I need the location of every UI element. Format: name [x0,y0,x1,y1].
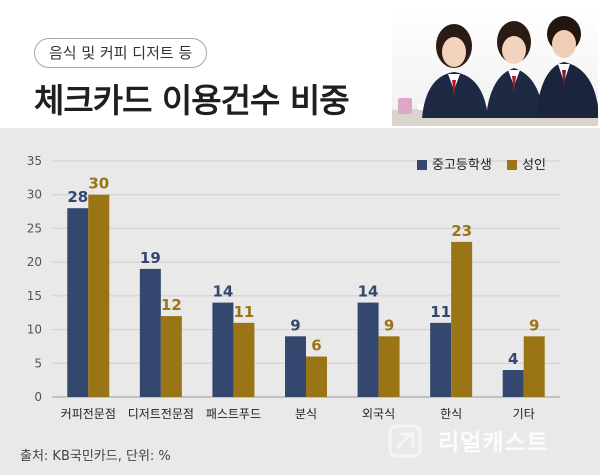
bar-adult [378,336,400,397]
bar-student [357,302,379,397]
x-tick-label: 패스트푸드 [206,407,261,421]
x-tick-label: 기타 [513,407,535,421]
data-label: 11 [233,303,254,321]
students-photo [392,6,598,126]
data-label: 9 [290,316,300,334]
y-tick-label: 30 [27,188,42,202]
data-label: 30 [88,175,109,193]
bar-student [502,370,524,397]
x-tick-label: 디저트전문점 [128,407,194,421]
y-tick-label: 35 [27,154,42,168]
bar-student [285,336,306,397]
data-label: 23 [451,222,472,240]
y-tick-label: 25 [27,221,42,235]
header: 음식 및 커피 디저트 등 체크카드 이용건수 비중 [0,0,600,128]
source-note: 출처: KB국민카드, 단위: % [20,449,171,464]
bar-adult [88,194,110,397]
data-label: 6 [311,337,321,355]
bar-adult [233,322,255,397]
legend-swatch [507,160,517,170]
bar-adult [523,336,545,397]
page-title: 체크카드 이용건수 비중 [34,81,350,120]
bar-student [67,208,89,397]
x-tick-label: 한식 [440,407,462,421]
data-label: 14 [358,283,379,301]
watermark-logo [388,424,422,458]
bar-adult [160,316,182,397]
bar-student [212,302,234,397]
data-label: 4 [508,350,518,368]
y-tick-label: 0 [34,390,42,404]
y-tick-label: 20 [27,255,42,269]
data-label: 12 [161,296,182,314]
subtitle-pill: 음식 및 커피 디저트 등 [34,38,208,68]
x-tick-label: 외국식 [362,407,395,421]
data-label: 11 [430,303,451,321]
bar-adult [306,356,327,397]
data-label: 9 [529,316,539,334]
x-tick-label: 커피전문점 [61,407,116,421]
y-tick-label: 10 [27,323,42,337]
data-label: 14 [212,283,233,301]
bar-student [139,268,161,397]
legend-swatch [417,160,427,170]
x-tick-label: 분식 [295,407,317,421]
bar-chart: 051015202530352830커피전문점1912디저트전문점1411패스트… [27,154,560,421]
y-tick-label: 15 [27,289,42,303]
legend-label: 중고등학생 [432,158,492,173]
legend-label: 성인 [522,158,546,173]
y-tick-label: 5 [34,356,42,370]
data-label: 19 [140,249,161,267]
bar-adult [451,241,473,397]
watermark-text: 리얼캐스트 [438,430,549,456]
data-label: 9 [384,316,394,334]
bar-student [430,322,452,397]
data-label: 28 [67,188,88,206]
